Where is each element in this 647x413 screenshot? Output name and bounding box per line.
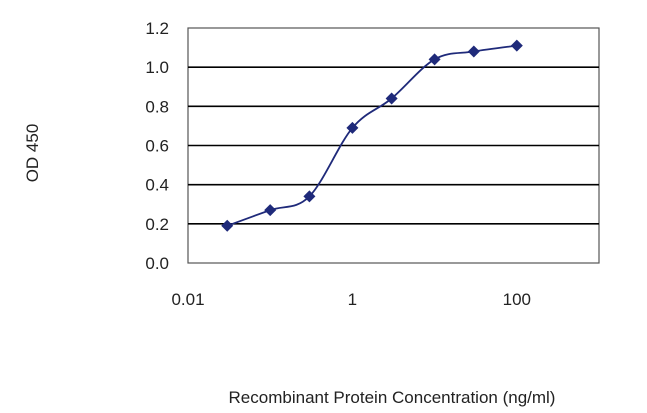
series-layer (221, 39, 523, 232)
y-tick-label: 0.6 (145, 137, 169, 156)
x-axis-ticks: 0.01 1 100 (171, 290, 531, 309)
x-tick-label: 100 (503, 290, 531, 309)
data-point (221, 219, 234, 232)
y-axis-title: OD 450 (23, 124, 42, 183)
data-point (510, 39, 523, 52)
y-tick-label: 0.2 (145, 215, 169, 234)
x-axis-title: Recombinant Protein Concentration (ng/ml… (229, 388, 556, 407)
y-tick-label: 1.0 (145, 58, 169, 77)
y-tick-label: 0.4 (145, 176, 169, 195)
y-tick-label: 0.0 (145, 254, 169, 273)
data-point (264, 204, 277, 217)
data-point (467, 45, 480, 58)
data-point (385, 92, 398, 105)
data-point (303, 190, 316, 203)
y-tick-label: 0.8 (145, 97, 169, 116)
y-axis-ticks: 0.0 0.2 0.4 0.6 0.8 1.0 1.2 (145, 19, 169, 273)
data-point (428, 53, 441, 66)
x-tick-label: 0.01 (171, 290, 204, 309)
data-point (346, 121, 359, 134)
grid-lines (188, 66, 599, 225)
y-tick-label: 1.2 (145, 19, 169, 38)
x-tick-label: 1 (348, 290, 357, 309)
